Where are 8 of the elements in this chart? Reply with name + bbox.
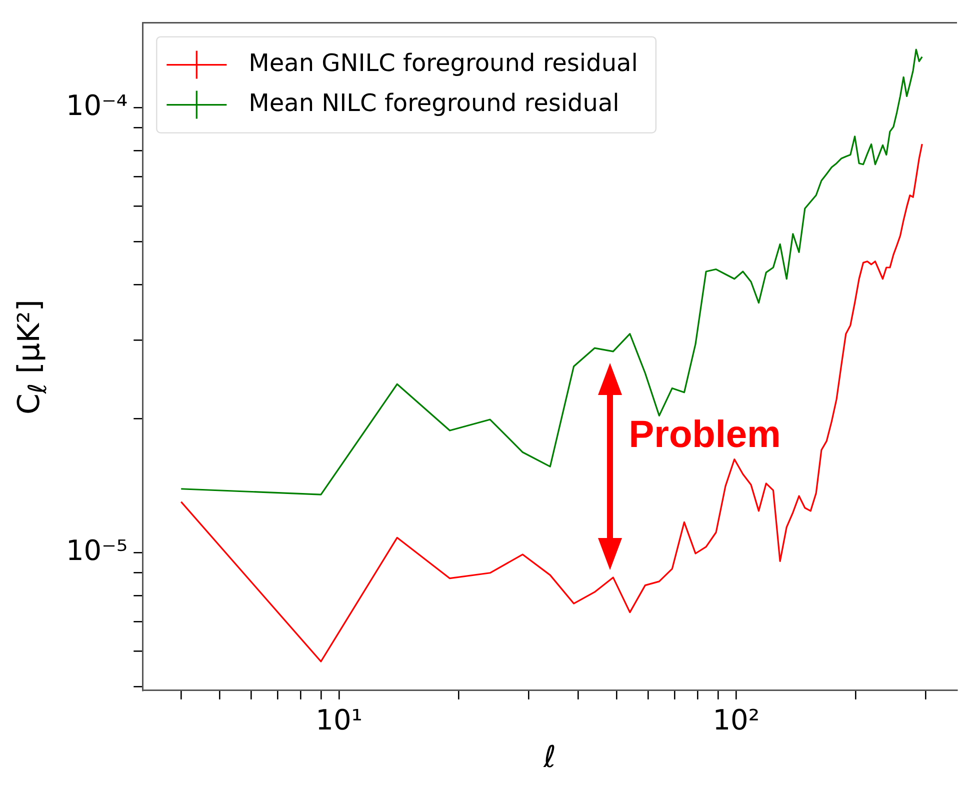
x-tick-label: 10²	[712, 703, 760, 736]
x-tick-label: 10¹	[316, 703, 363, 736]
legend-label: Mean NILC foreground residual	[248, 89, 620, 118]
legend-label: Mean GNILC foreground residual	[248, 49, 638, 78]
x-axis-title: ℓ	[542, 740, 558, 776]
y-tick-label: 10⁻⁵	[66, 534, 128, 567]
annotation: Problem	[628, 414, 781, 456]
y-tick-label: 10⁻⁴	[66, 88, 128, 122]
